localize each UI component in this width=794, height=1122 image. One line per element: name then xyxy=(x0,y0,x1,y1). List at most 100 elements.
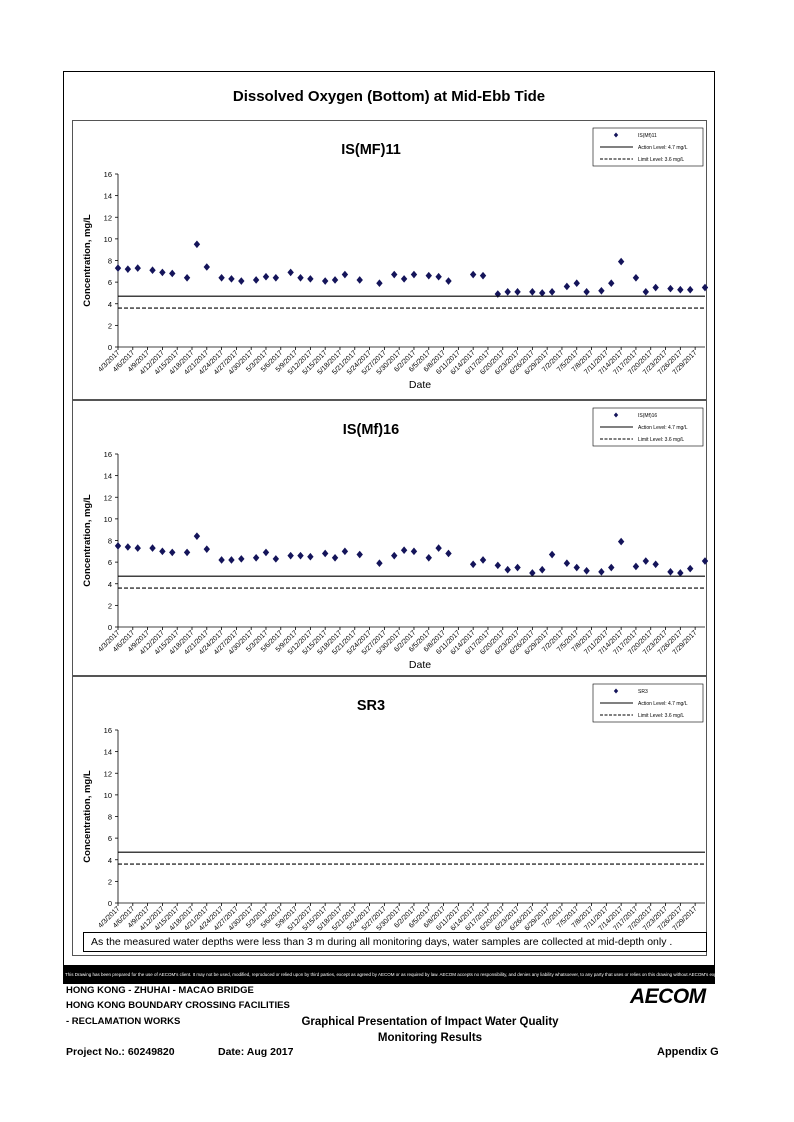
legend-label: Limit Level: 3.6 mg/L xyxy=(638,713,684,719)
note-box: As the measured water depths were less t… xyxy=(83,932,707,952)
data-point xyxy=(272,555,280,563)
y-axis-label: Concentration, mg/L xyxy=(82,214,93,307)
data-point xyxy=(341,547,349,556)
data-point xyxy=(149,266,156,275)
data-point xyxy=(529,288,536,296)
data-point xyxy=(287,268,294,277)
data-point xyxy=(114,264,122,272)
data-point xyxy=(573,279,580,288)
y-tick-label: 14 xyxy=(104,192,112,201)
legend-label: IS(Mf)11 xyxy=(638,133,657,139)
y-tick-label: 4 xyxy=(108,580,112,589)
data-point xyxy=(341,270,349,279)
appendix-label: Appendix G xyxy=(657,1046,719,1058)
data-point xyxy=(228,275,235,283)
data-point xyxy=(563,282,571,291)
y-tick-label: 12 xyxy=(104,213,112,222)
y-axis-label: Concentration, mg/L xyxy=(82,494,93,587)
data-point xyxy=(252,554,260,562)
data-point xyxy=(514,288,521,296)
data-point xyxy=(400,546,408,555)
data-point xyxy=(469,270,477,279)
data-point xyxy=(391,270,398,279)
data-point xyxy=(687,564,694,573)
chart-is-mf-16: IS(Mf)16 0 2 4 6 8 10 12 14 16 Concentration, mg/L… xyxy=(82,407,708,671)
graph-title-line1: Graphical Presentation of Impact Water Q… xyxy=(301,1016,559,1028)
chart-panel-is-mf-16: IS(Mf)16 0 2 4 6 8 10 12 14 16 Concentration, mg/L… xyxy=(72,400,708,676)
legend-label: SR3 xyxy=(638,689,648,695)
data-point xyxy=(652,283,659,292)
legend-point-marker xyxy=(613,412,619,418)
y-tick-label: 2 xyxy=(108,877,112,886)
y-tick-label: 6 xyxy=(108,834,112,843)
data-point xyxy=(583,288,590,296)
legend-label: Limit Level: 3.6 mg/L xyxy=(638,157,684,163)
data-point xyxy=(642,557,650,565)
data-point xyxy=(652,560,659,569)
y-tick-label: 4 xyxy=(108,856,112,865)
data-point xyxy=(529,569,536,577)
y-tick-label: 6 xyxy=(108,558,112,567)
title-block-line2: HONG KONG BOUNDARY CROSSING FACILITIES xyxy=(66,1000,290,1011)
data-point xyxy=(169,548,176,557)
data-point xyxy=(608,563,615,572)
data-point xyxy=(159,547,166,556)
title-block-line1: HONG KONG - ZHUHAI - MACAO BRIDGE xyxy=(66,985,254,996)
legend-label: Action Level: 4.7 mg/L xyxy=(638,145,688,151)
y-tick-label: 8 xyxy=(108,813,112,822)
data-point xyxy=(539,565,546,574)
legend-point-marker xyxy=(613,132,619,138)
data-point xyxy=(445,549,452,558)
y-tick-label: 16 xyxy=(104,170,112,179)
data-point xyxy=(159,268,166,277)
data-point xyxy=(469,560,477,569)
chart-panel-is-mf-11: IS(MF)11 0 2 4 6 8 10 12 14 16 Concentration, mg/L… xyxy=(72,120,708,400)
data-point xyxy=(598,286,605,295)
y-tick-label: 0 xyxy=(108,343,112,352)
data-point xyxy=(425,271,432,280)
data-point xyxy=(203,263,210,271)
legend-label: Action Level: 4.7 mg/L xyxy=(638,701,688,707)
legend-point-marker xyxy=(613,688,619,694)
data-point xyxy=(445,277,452,285)
data-point xyxy=(687,285,694,294)
data-point xyxy=(410,270,418,279)
chart-title: IS(MF)11 xyxy=(341,142,401,158)
y-tick-label: 10 xyxy=(104,235,112,244)
y-tick-label: 12 xyxy=(104,493,112,502)
y-axis-label: Concentration, mg/L xyxy=(82,770,93,863)
legend-label: Action Level: 4.7 mg/L xyxy=(638,425,688,431)
data-point xyxy=(539,289,546,297)
y-tick-label: 0 xyxy=(108,899,112,908)
data-point xyxy=(548,288,556,296)
data-point xyxy=(667,568,674,576)
data-point xyxy=(262,548,270,557)
data-point xyxy=(321,277,329,285)
chart-title: IS(Mf)16 xyxy=(343,422,399,438)
data-point xyxy=(356,276,363,284)
data-point xyxy=(297,274,304,282)
y-tick-label: 16 xyxy=(104,726,112,735)
data-point xyxy=(514,563,521,572)
data-point xyxy=(297,551,304,560)
data-point xyxy=(149,544,156,552)
graph-title-block: Graphical Presentation of Impact Water Q… xyxy=(255,1014,605,1046)
data-point xyxy=(218,274,225,282)
data-point xyxy=(124,265,132,273)
data-point xyxy=(331,276,339,284)
data-point xyxy=(134,264,141,272)
y-tick-label: 14 xyxy=(104,472,112,481)
legend-label: Limit Level: 3.6 mg/L xyxy=(638,437,684,443)
y-tick-label: 0 xyxy=(108,623,112,632)
legend: IS(Mf)16 Action Level: 4.7 mg/L Limit Leve… xyxy=(592,407,704,447)
legend-label: IS(Mf)16 xyxy=(638,413,657,419)
data-point xyxy=(238,555,245,563)
y-tick-label: 12 xyxy=(104,769,112,778)
y-tick-label: 6 xyxy=(108,278,112,287)
legend: SR3 Action Level: 4.7 mg/L Limit Level: 3.… xyxy=(592,683,704,723)
data-point xyxy=(183,548,191,557)
data-point xyxy=(307,552,314,561)
data-point xyxy=(504,288,511,296)
data-point xyxy=(400,275,408,283)
